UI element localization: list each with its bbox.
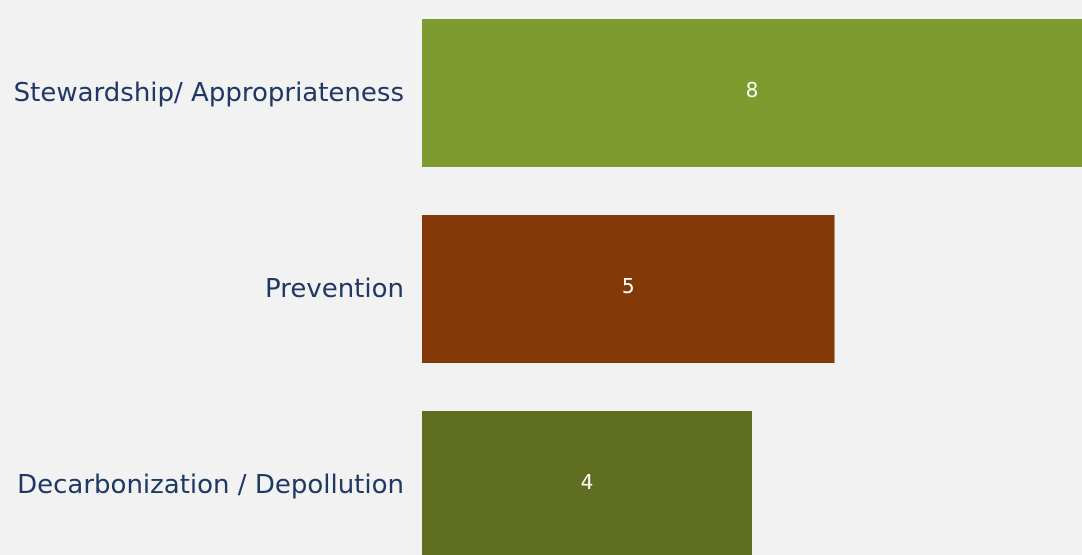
bar-stewardship-appropriateness [422, 19, 1082, 167]
data-label-stewardship-appropriateness: 8 [746, 78, 759, 102]
bar-decarbonization-depollution [422, 411, 752, 555]
category-label-prevention: Prevention [265, 274, 404, 304]
data-label-decarbonization-depollution: 4 [581, 470, 594, 494]
labels: Stewardship/ Appropriateness 8 Prevention 5… [14, 78, 759, 500]
category-label-stewardship-appropriateness: Stewardship/ Appropriateness [14, 78, 404, 108]
data-label-prevention: 5 [622, 274, 635, 298]
bar-prevention [422, 215, 835, 363]
bars [422, 19, 1082, 555]
category-label-decarbonization-depollution: Decarbonization / Depollution [17, 470, 404, 500]
